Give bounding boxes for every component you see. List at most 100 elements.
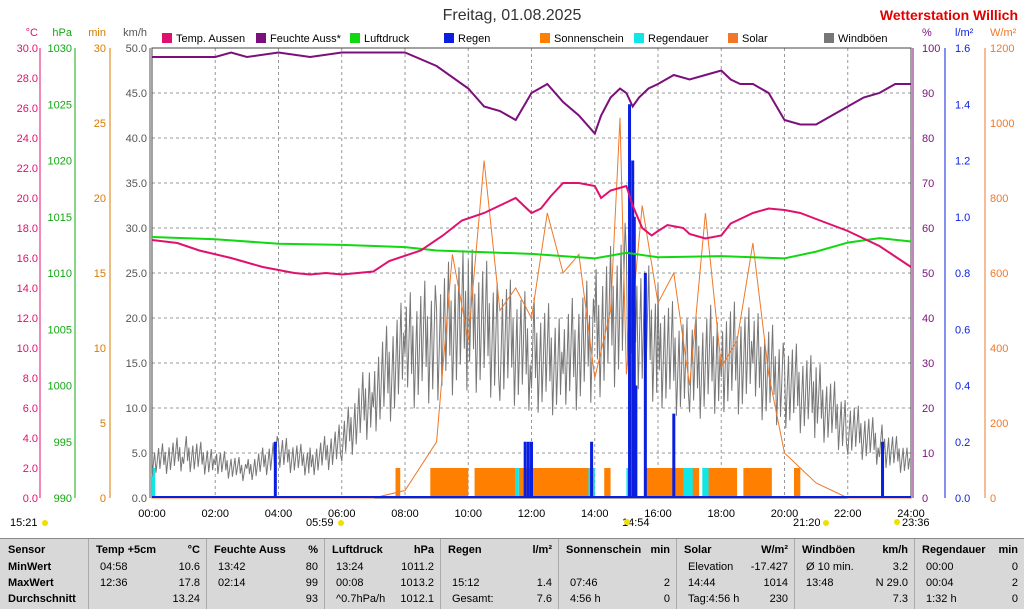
marker-sunrise: 05:59 [306,517,334,529]
pressure-series [151,236,912,260]
temp-axis-tick: 30.0 [17,43,38,55]
statistics-table: Sensor MinWert MaxWert Durchschnitt Temp +5c… [0,538,1024,609]
sunshine-axis-tick: 30 [94,43,106,55]
humidity-axis-tick: 90 [922,88,934,100]
stats-time: 12:36 [100,577,128,589]
legend-swatch [162,33,172,43]
stats-col-raindur: Regendauer min 00:00 0 00:04 2 1:32 h 0 [914,539,1024,609]
stats-time: 13:42 [218,561,246,573]
stats-value: -17.427 [750,561,788,573]
wind-axis-tick: 35.0 [126,178,147,190]
time-tick: 14:00 [581,508,609,520]
humidity-axis-tick: 60 [922,223,934,235]
rain-bar [526,441,530,498]
stats-row: 15:12 1.4 [440,575,558,592]
wind-axis-tick: 0.0 [132,493,147,505]
temp-axis-tick: 2.0 [23,463,38,475]
pressure-axis-tick: 1015 [48,212,72,224]
noon-icon [624,519,630,525]
marker-moon: 23:36 [902,517,930,529]
rain-axis-tick: 0.8 [955,268,970,280]
stats-row: 93 [206,591,324,608]
solar-axis-tick: 200 [990,418,1008,430]
stats-col-temp: Temp +5cm °C 04:58 10.6 12:36 17.8 13.24 [88,539,207,609]
sunshine-bar [793,468,801,498]
stats-title: Luftdruck [332,544,383,556]
stats-row: ^0.7hPa/h 1012.1 [324,591,440,608]
stats-value: 0 [663,593,670,605]
rain-bar [672,413,676,498]
axes: °C 30.0 28.0 26.0 24.0 22.0 20.0 18.0 16.0 14.0 12… [17,27,1017,520]
stats-time: 13:24 [336,561,364,573]
stats-row: Gesamt: 7.6 [440,591,558,608]
stats-row: 4:56 h 0 [558,591,676,608]
raindur-bar [626,468,630,498]
rain-axis-tick: 1.4 [955,99,970,111]
temp-axis-tick: 6.0 [23,403,38,415]
solar-axis-tick: 400 [990,343,1008,355]
stats-time: 02:14 [218,577,246,589]
stats-title: Sonnenschein [566,544,642,556]
stats-row: 7.3 [794,591,914,608]
sunshine-bar [395,468,401,498]
rain-bar [628,104,632,498]
stats-row: 07:46 2 [558,575,676,592]
pressure-axis-tick: 1020 [48,156,72,168]
stats-unit: min [998,544,1018,556]
solar-series [152,117,911,499]
stats-time: Tag:4:56 h [688,593,740,605]
stats-col-pressure: Luftdruck hPa 13:24 1011.2 00:08 1013.2 ^0.7hP… [324,539,441,609]
legend-swatch [728,33,738,43]
stats-col-sensor: Sensor MinWert MaxWert Durchschnitt [0,539,89,609]
stats-rowlabel: MinWert [8,561,52,573]
stats-unit: °C [187,544,200,556]
rain-axis-tick: 0.0 [955,493,970,505]
stats-header: Windböen km/h [794,542,914,559]
stats-col-rain: Regen l/m² 15:12 1.4 Gesamt: 7.6 [440,539,559,609]
stats-value: 93 [305,593,318,605]
humidity-axis-tick: 10 [922,448,934,460]
stats-value: 0 [1011,593,1018,605]
stats-value: 7.6 [536,593,552,605]
raindur-bar [152,468,156,498]
time-tick: 00:00 [138,508,166,520]
stats-value: 2 [1011,577,1018,589]
stats-title: Regen [448,544,482,556]
temp-axis-tick: 0.0 [23,493,38,505]
temp-axis-tick: 14.0 [17,283,38,295]
stats-time: 13:48 [806,577,834,589]
stats-row [558,559,676,576]
legend-label: Regen [458,33,490,45]
pressure-axis-tick: 990 [54,493,72,505]
time-tick: 02:00 [201,508,229,520]
stats-value: 1011.2 [401,561,434,573]
wind-axis-tick: 40.0 [126,133,147,145]
stats-header: Sonnenschein min [558,542,676,559]
rain-bar [634,385,638,498]
stats-time: 00:00 [926,561,954,573]
stats-col-sunshine: Sonnenschein min 07:46 2 4:56 h 0 [558,539,677,609]
stats-title: Sensor [8,544,46,556]
legend-swatch [350,33,360,43]
rain-bar [631,160,635,498]
stats-value: 1014 [763,577,788,589]
rain-axis-tick: 0.4 [955,381,970,393]
stats-header: Solar W/m² [676,542,794,559]
temp-axis-tick: 4.0 [23,433,38,445]
time-tick: 18:00 [707,508,735,520]
pressure-axis-tick: 1030 [48,43,72,55]
raindur-bar [702,468,709,498]
humidity-axis-tick: 100 [922,43,940,55]
time-tick: 08:00 [391,508,419,520]
weather-chart: Freitag, 01.08.2025 Wetterstation Willic… [10,7,1018,529]
stats-row: Tag:4:56 h 230 [676,591,794,608]
time-tick: 16:00 [644,508,672,520]
temp-axis-tick: 10.0 [17,343,38,355]
sunset-icon [823,520,829,526]
stats-time: ^0.7hPa/h [336,593,386,605]
pressure-axis-tick: 1005 [48,324,72,336]
legend-swatch [256,33,266,43]
humidity-axis-tick: 40 [922,313,934,325]
sunshine-axis-tick: 25 [94,118,106,130]
rain-axis-tick: 1.6 [955,43,970,55]
